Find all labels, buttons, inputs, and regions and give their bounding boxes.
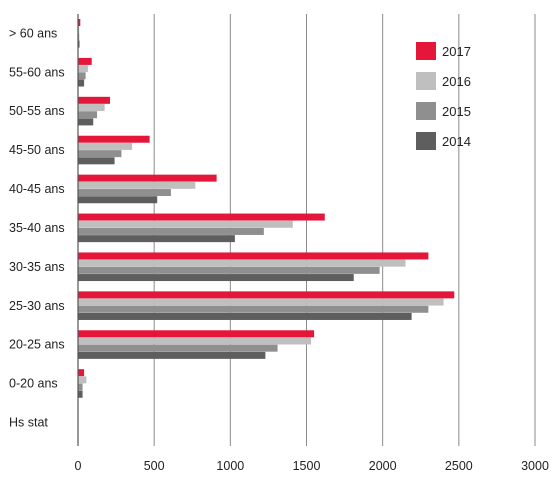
legend-swatch	[416, 42, 436, 60]
bar	[78, 19, 81, 26]
x-tick-label: 1000	[216, 459, 244, 473]
gridlines	[153, 14, 536, 446]
category-label: 50-55 ans	[9, 104, 65, 118]
x-tick-label: 2500	[445, 459, 473, 473]
category-label: > 60 ans	[9, 26, 57, 40]
category-labels: > 60 ans 55-60 ans 50-55 ans 45-50 ans 40-45…	[9, 26, 65, 429]
legend-swatch	[416, 102, 436, 120]
bar	[78, 312, 412, 320]
bar	[78, 189, 171, 197]
bar	[78, 150, 122, 158]
bar	[78, 266, 380, 274]
bar	[78, 220, 293, 228]
bar	[78, 259, 406, 267]
bar	[78, 274, 354, 282]
bar	[78, 96, 110, 104]
category-label: 30-35 ans	[9, 260, 65, 274]
bar	[78, 351, 266, 359]
bar	[78, 305, 429, 313]
bar	[78, 390, 83, 398]
legend-label: 2014	[442, 134, 471, 149]
bar	[78, 369, 85, 377]
bar	[78, 157, 115, 165]
bar	[78, 227, 264, 235]
bar	[78, 252, 429, 260]
bar	[78, 142, 133, 150]
bar	[78, 196, 158, 204]
x-tick-label: 0	[75, 459, 82, 473]
bar	[78, 72, 86, 80]
x-tick-label: 2000	[369, 459, 397, 473]
legend-swatch	[416, 72, 436, 90]
bar	[78, 235, 235, 243]
bar	[78, 383, 83, 391]
bar	[78, 135, 150, 143]
bar	[78, 79, 85, 87]
bar	[78, 33, 80, 41]
bar	[78, 65, 88, 73]
bar	[78, 181, 196, 189]
tick-labels: 0 500 1000 1500 2000 2500 3000	[75, 459, 549, 473]
category-label: 0-20 ans	[9, 377, 58, 391]
category-label: 55-60 ans	[9, 65, 65, 79]
category-label: 35-40 ans	[9, 221, 65, 235]
legend-swatch	[416, 132, 436, 150]
bar	[78, 118, 94, 126]
bar	[78, 376, 87, 384]
bar	[78, 26, 80, 34]
category-label: 45-50 ans	[9, 143, 65, 157]
bar	[78, 330, 315, 338]
legend-label: 2017	[442, 44, 471, 59]
legend-label: 2015	[442, 104, 471, 119]
bar	[78, 213, 325, 221]
legend: 2017 2016 2015 2014	[416, 42, 471, 150]
bar	[78, 57, 92, 65]
category-label: Hs stat	[9, 415, 48, 429]
bar	[78, 174, 217, 182]
legend-label: 2016	[442, 74, 471, 89]
bar	[78, 344, 278, 352]
bars	[78, 19, 455, 398]
bar	[78, 337, 312, 345]
category-label: 25-30 ans	[9, 299, 65, 313]
bar	[78, 298, 444, 306]
bar	[78, 291, 455, 299]
x-tick-label: 500	[144, 459, 165, 473]
category-label: 20-25 ans	[9, 338, 65, 352]
x-tick-label: 1500	[293, 459, 321, 473]
bar	[78, 40, 80, 48]
bar	[78, 104, 105, 112]
bar	[78, 111, 98, 119]
category-label: 40-45 ans	[9, 182, 65, 196]
x-tick-label: 3000	[521, 459, 549, 473]
